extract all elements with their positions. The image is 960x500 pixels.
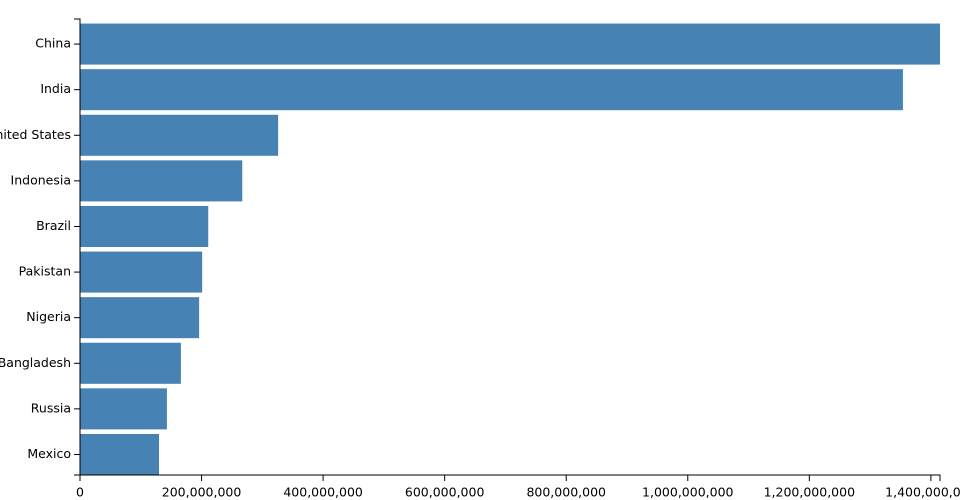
bar (80, 114, 279, 156)
y-tick-label: Pakistan (19, 264, 71, 279)
bar (80, 342, 181, 384)
x-tick-label: 600,000,000 (405, 485, 485, 500)
y-tick-label: China (35, 36, 71, 51)
x-tick-label: 400,000,000 (283, 485, 363, 500)
bar (80, 205, 209, 247)
bar (80, 251, 203, 293)
x-axis-line (79, 474, 941, 481)
bar (80, 433, 160, 475)
y-tick-label: Russia (31, 400, 71, 415)
x-tick-label: 1,400,000,000 (885, 485, 960, 500)
bar (80, 297, 200, 339)
y-tick-label: India (40, 81, 71, 96)
y-tick-label: Nigeria (26, 309, 71, 324)
y-tick-label: Mexico (27, 446, 71, 461)
x-tick-label: 0 (76, 485, 84, 500)
y-axis-line (74, 18, 81, 476)
y-tick-label: Brazil (36, 218, 71, 233)
x-tick-label: 1,200,000,000 (764, 485, 855, 500)
x-axis: 0 200,000,000 400,000,000 600,000,000 800,00… (76, 474, 960, 500)
y-axis: China India United States Indonesia Brazil Pa… (0, 18, 81, 476)
y-tick-label: Indonesia (11, 172, 71, 187)
x-tick-label: 800,000,000 (526, 485, 606, 500)
x-tick-label: 200,000,000 (162, 485, 242, 500)
x-tick-label: 1,000,000,000 (642, 485, 733, 500)
y-tick-label: Bangladesh (0, 355, 71, 370)
y-tick-label: United States (0, 127, 71, 142)
bar (80, 160, 243, 202)
bar (80, 388, 167, 430)
bar (80, 23, 940, 65)
bar (80, 69, 903, 111)
